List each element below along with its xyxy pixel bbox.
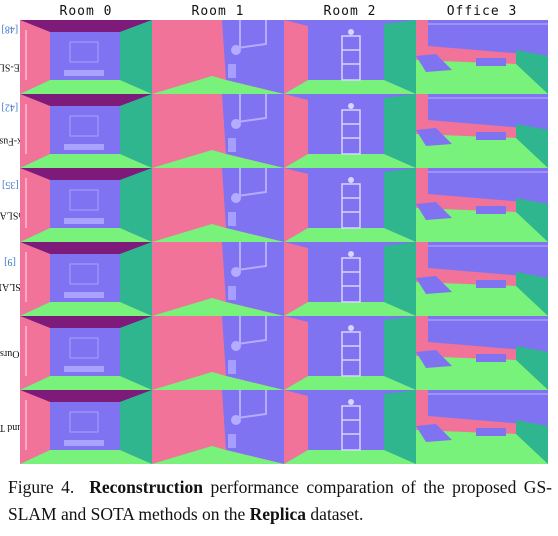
citation: [35] — [1, 178, 19, 190]
normal-map-image — [284, 94, 416, 168]
normal-map-image — [20, 168, 152, 242]
citation: [9] — [4, 255, 16, 267]
row-label-ours: Ours — [0, 316, 20, 390]
normal-map-image — [284, 168, 416, 242]
citation: [42] — [1, 101, 19, 112]
column-header-room-0: Room 0 — [59, 4, 113, 19]
normal-map-image — [20, 94, 152, 168]
normal-map-image — [152, 316, 284, 390]
normal-map-image — [416, 242, 548, 316]
normal-map-image — [152, 390, 284, 464]
row-label-eslam: ESLAM [9] — [0, 242, 27, 316]
column-header-room-2: Room 2 — [323, 4, 377, 19]
caption-text-2: dataset. — [306, 504, 364, 524]
normal-map-image — [152, 242, 284, 316]
normal-map-image — [152, 20, 284, 94]
normal-map-image — [284, 20, 416, 94]
normal-map-image — [284, 316, 416, 390]
caption-bold-reconstruction: Reconstruction — [89, 477, 203, 497]
normal-map-image — [152, 94, 284, 168]
normal-map-image — [20, 20, 152, 94]
normal-map-image — [416, 390, 548, 464]
citation: [48] — [1, 23, 19, 35]
column-header-room-1: Room 1 — [191, 4, 245, 19]
row-label-nice-slam: NICE-SLAM [48] — [0, 20, 37, 94]
normal-map-image — [416, 168, 548, 242]
method-name: Ours — [0, 347, 20, 359]
normal-map-image — [20, 316, 152, 390]
row-label-ground-truth: Ground Truth — [0, 390, 37, 464]
normal-map-image — [284, 390, 416, 464]
normal-map-image — [20, 390, 152, 464]
normal-map-image — [416, 316, 548, 390]
row-label-vox-fusion: Vox-Fusion [42] — [0, 94, 33, 168]
row-label-coslam: CoSLAM [35] — [0, 168, 30, 242]
normal-map-image — [152, 168, 284, 242]
column-header-office-3: Office 3 — [446, 4, 518, 19]
normal-map-image — [20, 242, 152, 316]
normal-map-image — [416, 20, 548, 94]
caption-text-1: performance comparation of the proposed … — [8, 477, 552, 524]
caption-bold-replica: Replica — [249, 504, 307, 524]
caption-label: Figure 4. — [8, 477, 75, 497]
normal-map-image — [284, 242, 416, 316]
figure-caption: Figure 4. Reconstruction performance com… — [8, 474, 552, 528]
normal-map-image — [416, 94, 548, 168]
